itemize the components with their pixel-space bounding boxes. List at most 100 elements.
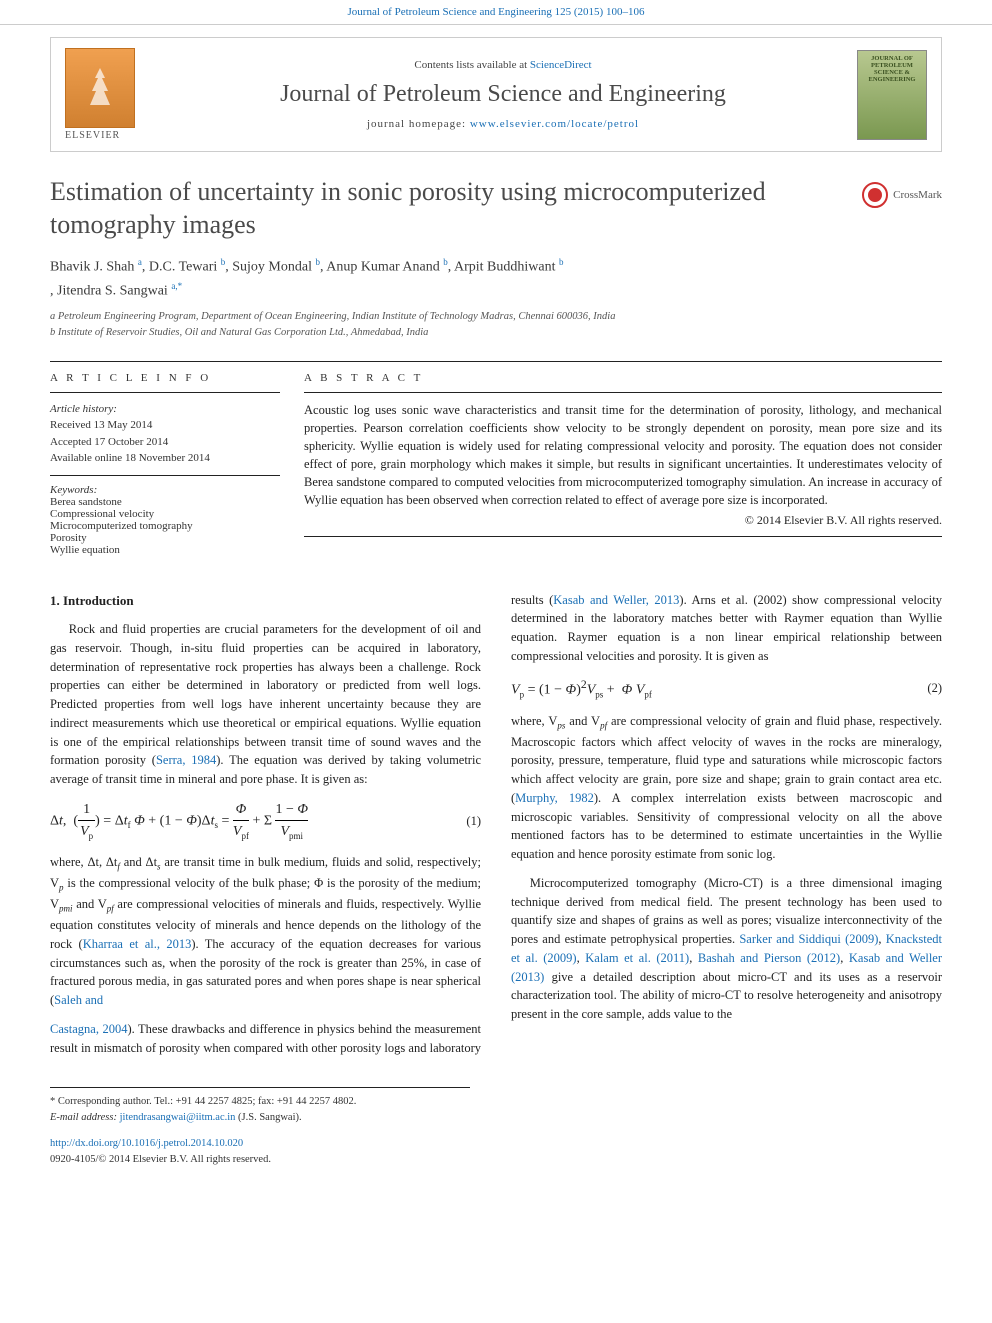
- keyword: Porosity: [50, 532, 87, 544]
- elsevier-block: ELSEVIER: [65, 48, 149, 141]
- crossmark-label: CrossMark: [893, 189, 942, 201]
- equation-body: Δt, (1Vp) = Δtf Φ + (1 − Φ)Δts = ΦVpf + …: [50, 799, 451, 843]
- equation-2: Vp = (1 − Φ)2Vps + Φ Vpf (2): [511, 676, 942, 702]
- citation-link[interactable]: Serra, 1984: [156, 753, 216, 767]
- doi-link[interactable]: http://dx.doi.org/10.1016/j.petrol.2014.…: [50, 1138, 243, 1149]
- divider: [50, 361, 942, 362]
- paragraph: where, Vps and Vpf are compressional vel…: [511, 712, 942, 864]
- text: ,: [577, 951, 586, 965]
- issn-line: 0920-4105/© 2014 Elsevier B.V. All right…: [50, 1154, 271, 1165]
- elsevier-tree-icon: [65, 48, 135, 128]
- equation-number: (2): [912, 679, 942, 698]
- crossmark-icon: [862, 182, 888, 208]
- citation-link[interactable]: Castagna, 2004: [50, 1022, 127, 1036]
- article-info-col: A R T I C L E I N F O Article history: R…: [50, 372, 280, 556]
- equation-1: Δt, (1Vp) = Δtf Φ + (1 − Φ)Δts = ΦVpf + …: [50, 799, 481, 843]
- citation-banner: Journal of Petroleum Science and Enginee…: [0, 0, 992, 25]
- email-label: E-mail address:: [50, 1112, 120, 1123]
- citation-link[interactable]: Kasab and Weller, 2013: [553, 593, 679, 607]
- text: ,: [878, 932, 885, 946]
- citation-link[interactable]: Sarker and Siddiqui (2009): [739, 932, 878, 946]
- paragraph: Microcomputerized tomography (Micro-CT) …: [511, 874, 942, 1024]
- equation-number: (1): [451, 812, 481, 831]
- text: ,: [689, 951, 698, 965]
- journal-name: Journal of Petroleum Science and Enginee…: [149, 81, 857, 108]
- authors-line: Bhavik J. Shah a, D.C. Tewari b, Sujoy M…: [50, 255, 942, 303]
- meta-abstract-row: A R T I C L E I N F O Article history: R…: [50, 372, 942, 556]
- journal-header: ELSEVIER Contents lists available at Sci…: [50, 37, 942, 152]
- abstract-bottom-rule: [304, 536, 942, 537]
- body-two-column: 1. Introduction Rock and fluid propertie…: [50, 591, 942, 1058]
- text: ,: [840, 951, 849, 965]
- equation-body: Vp = (1 − Φ)2Vps + Φ Vpf: [511, 676, 912, 702]
- citation-link[interactable]: Journal of Petroleum Science and Enginee…: [348, 6, 645, 18]
- subscript: pf: [107, 904, 114, 914]
- affil-sup[interactable]: b: [559, 257, 564, 267]
- keywords-block: Keywords: Berea sandstone Compressional …: [50, 484, 280, 556]
- author: , Jitendra S. Sangwai: [50, 284, 171, 299]
- online-date: Available online 18 November 2014: [50, 452, 210, 464]
- abstract-col: A B S T R A C T Acoustic log uses sonic …: [304, 372, 942, 556]
- cover-line1: JOURNAL OF: [871, 55, 913, 62]
- corresponding-star[interactable]: *: [178, 281, 183, 291]
- keyword: Wyllie equation: [50, 544, 120, 556]
- paragraph: where, Δt, Δtf and Δts are transit time …: [50, 853, 481, 1010]
- contents-prefix: Contents lists available at: [414, 59, 529, 71]
- affiliations: a Petroleum Engineering Program, Departm…: [50, 309, 942, 341]
- keyword: Microcomputerized tomography: [50, 520, 193, 532]
- sciencedirect-link[interactable]: ScienceDirect: [530, 59, 592, 71]
- homepage-prefix: journal homepage:: [367, 118, 470, 130]
- accepted-date: Accepted 17 October 2014: [50, 436, 168, 448]
- citation-link[interactable]: Kharraa et al., 2013: [83, 937, 192, 951]
- text: Rock and fluid properties are crucial pa…: [50, 622, 481, 767]
- affiliation-b: b Institute of Reservoir Studies, Oil an…: [50, 325, 942, 341]
- article-info-heading: A R T I C L E I N F O: [50, 372, 280, 384]
- cover-line4: ENGINEERING: [869, 76, 916, 83]
- text: where, V: [511, 714, 557, 728]
- paragraph: Rock and fluid properties are crucial pa…: [50, 620, 481, 789]
- cover-line2: PETROLEUM: [871, 62, 913, 69]
- email-footnote: E-mail address: jitendrasangwai@iitm.ac.…: [50, 1110, 470, 1126]
- subscript: pmi: [59, 904, 73, 914]
- email-link[interactable]: jitendrasangwai@iitm.ac.in: [120, 1112, 236, 1123]
- email-suffix: (J.S. Sangwai).: [235, 1112, 301, 1123]
- corresponding-footnote: * Corresponding author. Tel.: +91 44 225…: [50, 1094, 470, 1110]
- author: , Anup Kumar Anand: [320, 260, 443, 275]
- journal-cover-thumbnail: JOURNAL OF PETROLEUM SCIENCE & ENGINEERI…: [857, 50, 927, 140]
- text: where, Δt, Δt: [50, 855, 117, 869]
- citation-link[interactable]: Bashah and Pierson (2012): [698, 951, 840, 965]
- author: , D.C. Tewari: [142, 260, 221, 275]
- abstract-box: Acoustic log uses sonic wave characteris…: [304, 392, 942, 529]
- elsevier-label: ELSEVIER: [65, 130, 149, 141]
- abstract-heading: A B S T R A C T: [304, 372, 942, 384]
- doi-block: http://dx.doi.org/10.1016/j.petrol.2014.…: [50, 1136, 942, 1168]
- paper-header: Estimation of uncertainty in sonic poros…: [50, 176, 942, 241]
- header-mid: Contents lists available at ScienceDirec…: [149, 59, 857, 130]
- author: , Arpit Buddhiwant: [448, 260, 559, 275]
- homepage-line: journal homepage: www.elsevier.com/locat…: [149, 118, 857, 130]
- section-heading: 1. Introduction: [50, 591, 481, 611]
- text: give a detailed description about micro-…: [511, 970, 942, 1022]
- footnotes: * Corresponding author. Tel.: +91 44 225…: [50, 1087, 470, 1126]
- text: and Δt: [120, 855, 157, 869]
- keyword: Compressional velocity: [50, 508, 154, 520]
- citation-link[interactable]: Murphy, 1982: [515, 791, 594, 805]
- abstract-text: Acoustic log uses sonic wave characteris…: [304, 401, 942, 510]
- history-block: Article history: Received 13 May 2014 Ac…: [50, 392, 280, 476]
- crossmark-widget[interactable]: CrossMark: [862, 182, 942, 208]
- author: Bhavik J. Shah: [50, 260, 138, 275]
- paper-title: Estimation of uncertainty in sonic poros…: [50, 176, 830, 241]
- text: and V: [565, 714, 600, 728]
- citation-link[interactable]: Kalam et al. (2011): [585, 951, 689, 965]
- keywords-label: Keywords:: [50, 484, 97, 496]
- history-label: Article history:: [50, 403, 117, 415]
- author: , Sujoy Mondal: [225, 260, 315, 275]
- homepage-link[interactable]: www.elsevier.com/locate/petrol: [470, 118, 639, 130]
- contents-line: Contents lists available at ScienceDirec…: [149, 59, 857, 71]
- text: and V: [73, 897, 107, 911]
- affiliation-a: a Petroleum Engineering Program, Departm…: [50, 309, 942, 325]
- cover-line3: SCIENCE &: [874, 69, 910, 76]
- citation-link[interactable]: Saleh and: [54, 993, 103, 1007]
- keyword: Berea sandstone: [50, 496, 122, 508]
- received-date: Received 13 May 2014: [50, 419, 152, 431]
